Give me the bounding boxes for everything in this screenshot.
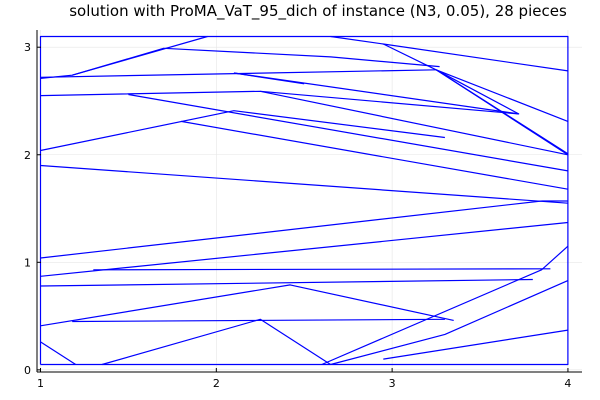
chart-title: solution with ProMA_VaT_95_dich of insta…	[69, 2, 567, 21]
series-segment	[40, 278, 533, 287]
series-segment	[40, 284, 454, 327]
series-segment	[233, 72, 305, 85]
y-tick-label: 0	[24, 364, 31, 377]
series-segment	[40, 164, 568, 204]
series-segment	[101, 318, 331, 366]
x-tick-label: 2	[213, 377, 220, 390]
y-tick-label: 1	[24, 256, 31, 269]
x-tick-label: 3	[389, 377, 396, 390]
series-segment	[40, 90, 569, 156]
y-tick-label: 3	[24, 41, 31, 54]
x-tick-label: 4	[564, 377, 571, 390]
series-segment	[128, 93, 569, 172]
series-segment	[40, 221, 568, 277]
series-segment	[260, 43, 520, 115]
y-tick-label: 2	[24, 149, 31, 162]
axes	[36, 30, 582, 373]
series-segment	[40, 47, 440, 79]
series-segment	[39, 35, 569, 366]
series-segment	[40, 341, 77, 366]
series-segment	[72, 35, 208, 76]
series-line	[39, 35, 569, 366]
series-segment	[40, 200, 542, 259]
series-segment	[330, 35, 568, 72]
series-segment	[40, 110, 445, 152]
series-segment	[321, 245, 569, 366]
series-segment	[93, 268, 551, 271]
x-tick-label: 1	[37, 377, 44, 390]
series-segment	[383, 329, 568, 360]
series-segment	[181, 120, 569, 190]
series-segment	[435, 69, 569, 122]
series-segment	[330, 280, 569, 366]
